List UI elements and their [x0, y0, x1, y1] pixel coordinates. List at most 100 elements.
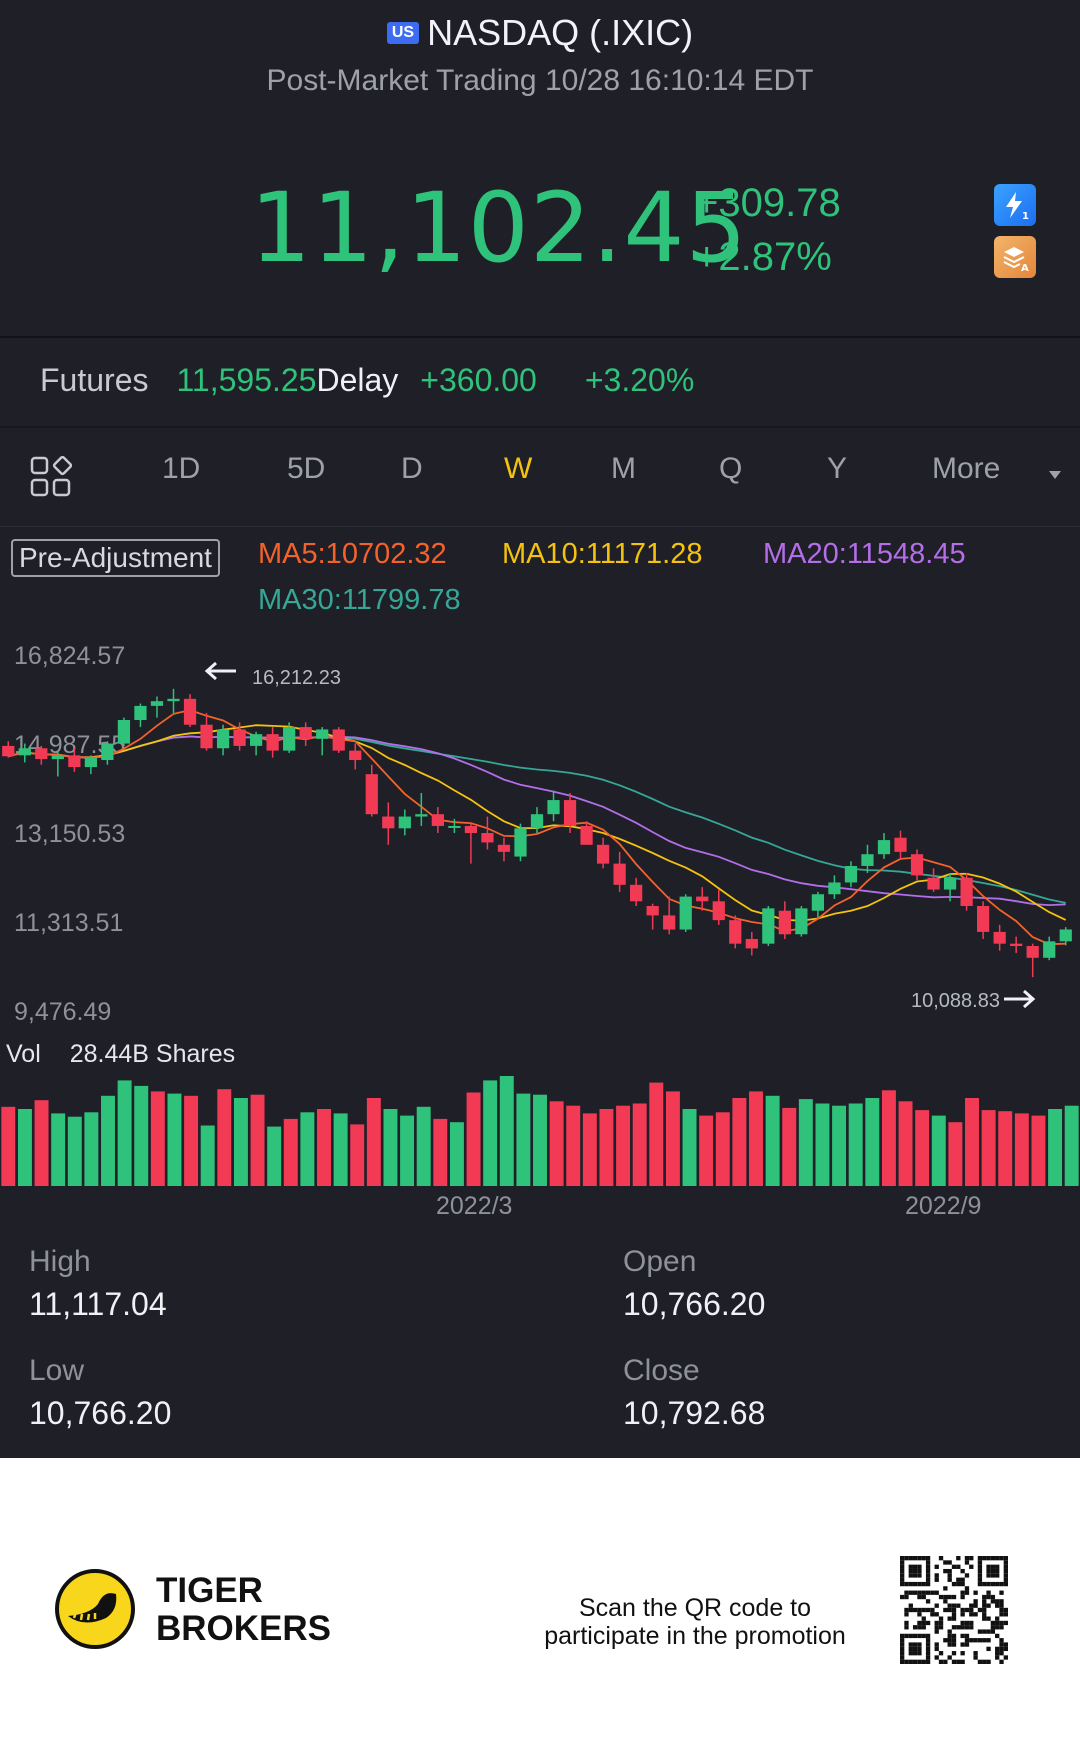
tab-m[interactable]: M — [611, 452, 636, 485]
divider — [0, 426, 1080, 428]
candle-body — [299, 727, 312, 739]
high-marker-label: 16,212.23 — [252, 667, 341, 689]
candle-body — [877, 840, 891, 855]
futures-row[interactable]: Futures 11,595.25 Delay +360.00 +3.20% — [40, 362, 694, 399]
volume-bar — [682, 1109, 697, 1186]
volume-bar — [317, 1109, 331, 1186]
candle-body — [448, 825, 461, 828]
market-status: Post-Market Trading 10/28 16:10:14 EDT — [266, 64, 814, 97]
candle-body — [844, 865, 858, 883]
volume-bar — [167, 1093, 182, 1186]
candle-body — [778, 910, 791, 935]
quote-screen — [0, 0, 1080, 1458]
volume-bar — [798, 1099, 813, 1186]
volume-bar — [931, 1115, 946, 1186]
candle-body — [828, 882, 841, 895]
tab-w[interactable]: W — [504, 452, 533, 485]
volume-bar — [566, 1105, 581, 1186]
y-tick-label: 11,313.51 — [14, 909, 124, 937]
volume-bar — [533, 1094, 547, 1186]
candle-body — [101, 743, 114, 761]
candle-body — [68, 755, 81, 768]
volume-bar — [67, 1116, 82, 1186]
volume-bar — [516, 1093, 531, 1186]
promo-line1: Scan the QR code to — [578, 1594, 812, 1622]
volume-bar — [915, 1110, 930, 1186]
candle-body — [596, 844, 610, 864]
x-tick-label: 2022/3 — [436, 1192, 513, 1220]
ma10-value: MA10:11171.28 — [502, 538, 703, 570]
layout-grid-icon[interactable] — [30, 456, 72, 498]
candle-body — [894, 837, 907, 852]
last-price: 11,102.45 — [250, 172, 748, 284]
volume-bar — [665, 1091, 680, 1186]
close-value: 10,792.68 — [623, 1395, 766, 1431]
candle-body — [283, 727, 296, 751]
candle-body — [2, 745, 15, 757]
arrow-left-icon — [204, 661, 236, 681]
price-change-percent: +2.87% — [695, 235, 832, 279]
x-tick-label: 2022/9 — [905, 1192, 982, 1220]
volume-bar — [699, 1115, 714, 1186]
divider — [0, 336, 1080, 338]
volume-bar — [1, 1106, 16, 1186]
volume-bar — [765, 1095, 780, 1186]
qr-code[interactable] — [900, 1556, 1008, 1664]
volume-bar — [233, 1098, 248, 1186]
volume-bar — [483, 1080, 498, 1186]
candle-body — [861, 854, 874, 866]
volume-bar — [416, 1106, 431, 1186]
candle-body — [530, 814, 544, 829]
dropdown-arrow-icon[interactable] — [1048, 470, 1062, 480]
volume-bar — [948, 1122, 963, 1186]
tab-d[interactable]: D — [401, 452, 423, 485]
volume-bar — [433, 1118, 448, 1186]
volume-bar — [217, 1089, 232, 1186]
tab-5d[interactable]: 5D — [287, 452, 326, 485]
volume-bar — [350, 1124, 365, 1186]
candle-body — [960, 877, 973, 907]
volume-title: Vol — [6, 1040, 41, 1068]
open-value: 10,766.20 — [623, 1286, 766, 1322]
brand-line1: TIGER — [156, 1571, 263, 1610]
volume-bar — [184, 1095, 199, 1186]
ma30-value: MA30:11799.78 — [258, 584, 461, 616]
candle-body — [696, 896, 709, 902]
low-value: 10,766.20 — [29, 1395, 172, 1431]
price-change: +309.78 — [695, 181, 841, 225]
candle-body — [332, 729, 345, 751]
tiger-brokers-logo — [55, 1569, 135, 1649]
volume-bar — [51, 1113, 66, 1186]
stack-a-icon[interactable]: A — [994, 236, 1036, 278]
pre-adjustment-toggle[interactable]: Pre-Adjustment — [11, 539, 220, 577]
volume-bar — [782, 1107, 797, 1186]
timeframe-tabs: 1D 5D D W M Q Y More — [0, 452, 1080, 502]
tab-more[interactable]: More — [932, 452, 1001, 485]
price-change-block: +309.78 +2.87% — [695, 176, 841, 284]
lightning-level1-icon[interactable]: 1 — [994, 184, 1036, 226]
volume-bar — [17, 1109, 32, 1186]
y-tick-label: 9,476.49 — [14, 998, 112, 1026]
candle-body — [1026, 946, 1039, 958]
volume-bar — [616, 1105, 631, 1186]
tab-1d[interactable]: 1D — [162, 452, 201, 485]
candle-body — [183, 698, 197, 725]
brand-line2: BROKERS — [156, 1609, 332, 1648]
volume-bar — [84, 1112, 99, 1186]
tab-q[interactable]: Q — [719, 452, 743, 485]
volume-bar — [732, 1098, 747, 1186]
volume-bar — [117, 1080, 132, 1186]
volume-chart[interactable] — [0, 1072, 1080, 1186]
ma20-line — [8, 735, 1066, 907]
volume-bar — [300, 1112, 315, 1186]
candle-body — [977, 906, 990, 932]
candle-body — [497, 844, 511, 852]
volume-bar — [881, 1090, 896, 1186]
candle-body — [663, 915, 676, 930]
candle-body — [514, 828, 527, 857]
tab-y[interactable]: Y — [827, 452, 848, 485]
volume-bar — [632, 1103, 647, 1186]
candlestick-chart[interactable] — [0, 640, 1080, 1020]
candle-body — [993, 931, 1006, 944]
candle-body — [795, 908, 808, 935]
